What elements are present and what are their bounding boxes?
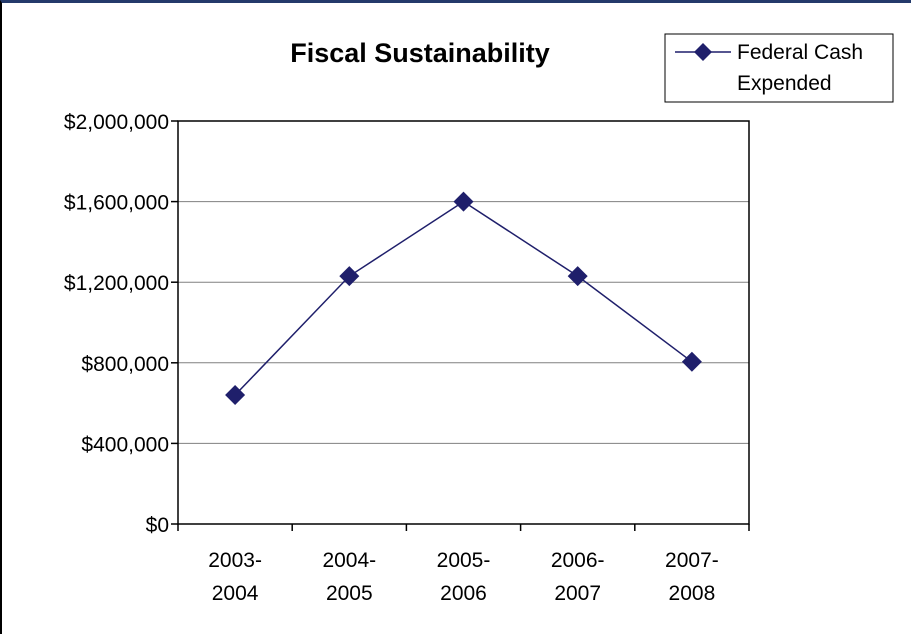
plot-area-border xyxy=(177,120,750,525)
y-tick-label: $800,000 xyxy=(81,353,169,376)
chart-title: Fiscal Sustainability xyxy=(290,38,550,68)
y-tick-label: $400,000 xyxy=(81,433,169,456)
legend-label-line-2: Expended xyxy=(737,72,832,95)
y-tick-label: $1,200,000 xyxy=(64,272,169,295)
data-point-marker xyxy=(567,266,588,287)
x-tick-label: 2005- xyxy=(437,549,491,572)
series-federal-cash-expended xyxy=(225,191,702,406)
legend: Federal Cash Expended xyxy=(664,33,894,103)
x-tick-label: 2004 xyxy=(212,582,259,605)
y-tick-label: $1,600,000 xyxy=(64,192,169,215)
x-tick-label: 2007 xyxy=(554,582,601,605)
x-tick-label: 2006- xyxy=(551,549,605,572)
data-point-marker xyxy=(681,351,702,372)
x-tick-label: 2004- xyxy=(322,549,376,572)
data-point-marker xyxy=(339,266,360,287)
y-tick-label: $2,000,000 xyxy=(64,111,169,134)
x-tick-label: 2007- xyxy=(665,549,719,572)
data-point-marker xyxy=(453,191,474,212)
x-tick-label: 2008 xyxy=(669,582,716,605)
y-tick-label: $0 xyxy=(146,514,169,537)
data-point-marker xyxy=(225,385,246,406)
series-line xyxy=(234,200,693,396)
legend-diamond-marker xyxy=(694,43,712,61)
y-axis-ticks: $0 $400,000 $800,000 $1,200,000 $1,600,000 $2… xyxy=(64,111,178,537)
x-axis-ticks: 2003- 2004 2004- 2005 2005- 2006 2006- 2007 2007… xyxy=(177,524,750,605)
x-tick-label: 2005 xyxy=(326,582,373,605)
legend-label-line-1: Federal Cash xyxy=(737,41,863,64)
x-tick-label: 2006 xyxy=(440,582,487,605)
x-tick-label: 2003- xyxy=(208,549,262,572)
gridlines xyxy=(178,201,749,444)
